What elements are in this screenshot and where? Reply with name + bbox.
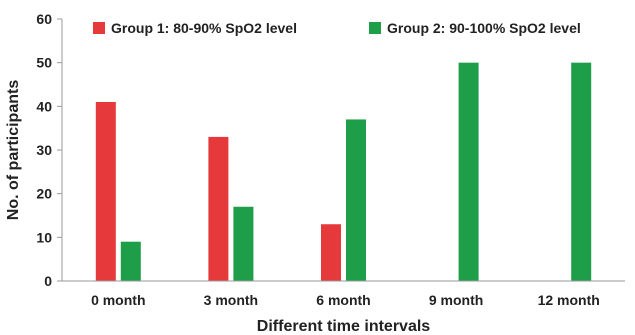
legend-label-series-2: Group 2: 90-100% SpO2 level (387, 20, 581, 36)
y-tick-label: 0 (44, 273, 52, 289)
legend-swatch-series-1 (93, 22, 105, 34)
x-tick-label: 12 month (538, 292, 600, 308)
y-tick-label: 30 (36, 142, 52, 158)
bar-series-1-3-month (208, 136, 229, 281)
bar-series-1-0-month (95, 101, 116, 281)
y-tick-label: 40 (36, 98, 52, 114)
x-tick-label: 0 month (91, 292, 145, 308)
x-tick-label: 3 month (204, 292, 258, 308)
bar-series-2-9-month (458, 62, 479, 281)
x-tick-label: 9 month (429, 292, 483, 308)
y-tick-label: 10 (36, 229, 52, 245)
x-axis-title: Different time intervals (257, 318, 430, 335)
bar-series-2-0-month (120, 241, 141, 281)
x-axis: 0 month 3 month 6 month 9 month 12 month (62, 280, 625, 308)
bar-series-group (95, 62, 592, 281)
legend-swatch-series-2 (369, 22, 381, 34)
bar-series-2-6-month (346, 119, 366, 281)
y-axis-title: No. of participants (5, 80, 22, 221)
legend-label-series-1: Group 1: 80-90% SpO2 level (111, 20, 297, 36)
y-axis: 0 10 20 30 40 50 60 (36, 11, 63, 289)
bar-series-2-3-month (233, 206, 254, 281)
bar-series-2-12-month (571, 62, 592, 281)
x-tick-label: 6 month (316, 292, 370, 308)
y-tick-label: 20 (36, 186, 52, 202)
legend: Group 1: 80-90% SpO2 level Group 2: 90-10… (93, 20, 581, 36)
bar-series-1-6-month (321, 224, 341, 281)
y-tick-label: 50 (36, 55, 52, 71)
y-tick-label: 60 (36, 11, 52, 27)
